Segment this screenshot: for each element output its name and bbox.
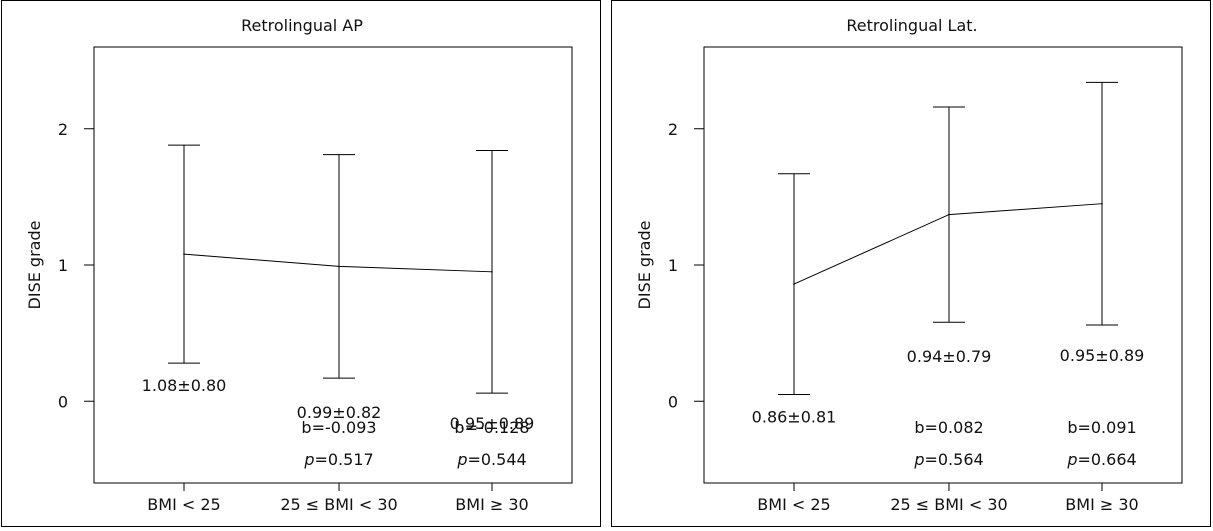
y-axis-label: DISE grade	[25, 221, 44, 310]
b-coefficient-label: b=-0.128	[454, 418, 529, 437]
p-value-label: p=0.664	[1066, 450, 1136, 469]
b-coefficient-label: b=0.091	[1067, 418, 1136, 437]
chart-title: Retrolingual AP	[241, 16, 363, 35]
y-tick-label: 1	[58, 256, 68, 275]
y-tick-label: 0	[668, 392, 678, 411]
x-tick-label: 25 ≤ BMI < 30	[280, 495, 397, 514]
chart-svg: Retrolingual Lat. DISE grade 0 1 2 BMI < 25 25…	[635, 16, 1183, 514]
p-value-label: p=0.517	[303, 450, 373, 469]
chart-svg: Retrolingual AP DISE grade 0 1 2 BMI < 25 25 ≤…	[25, 16, 573, 514]
data-label: 0.99±0.82	[297, 403, 382, 422]
chart-panel-retrolingual-lat: Retrolingual Lat. DISE grade 0 1 2 BMI < 25 25…	[611, 0, 1211, 527]
p-value-label: p=0.564	[913, 450, 983, 469]
p-symbol: p	[456, 450, 467, 469]
b-coefficient-label: b=-0.093	[301, 418, 376, 437]
chart-panel-retrolingual-ap: Retrolingual AP DISE grade 0 1 2 BMI < 25 25 ≤…	[1, 0, 601, 527]
data-label: 0.95±0.89	[1060, 346, 1145, 365]
y-tick-label: 2	[668, 120, 678, 139]
chart-title: Retrolingual Lat.	[846, 16, 977, 35]
series-line	[793, 203, 1103, 285]
data-label: 0.95±0.89	[450, 414, 535, 433]
p-value: =0.544	[467, 450, 526, 469]
p-value-label: p=0.544	[456, 450, 526, 469]
b-coefficient-label: b=0.082	[914, 418, 983, 437]
p-symbol: p	[1066, 450, 1077, 469]
y-tick-label: 2	[58, 120, 68, 139]
p-value: =0.564	[924, 450, 983, 469]
p-symbol: p	[303, 450, 314, 469]
data-label: 0.94±0.79	[907, 347, 992, 366]
p-value: =0.664	[1077, 450, 1136, 469]
data-label: 1.08±0.80	[142, 376, 227, 395]
x-tick-label: BMI ≥ 30	[1065, 495, 1138, 514]
p-symbol: p	[913, 450, 924, 469]
x-tick-label: 25 ≤ BMI < 30	[890, 495, 1007, 514]
y-tick-label: 0	[58, 392, 68, 411]
x-tick-label: BMI ≥ 30	[455, 495, 528, 514]
y-axis-label: DISE grade	[635, 221, 654, 310]
data-label: 0.86±0.81	[752, 407, 837, 426]
series-line	[183, 253, 493, 273]
x-tick-label: BMI < 25	[147, 495, 220, 514]
x-tick-label: BMI < 25	[757, 495, 830, 514]
y-tick-label: 1	[668, 256, 678, 275]
p-value: =0.517	[314, 450, 373, 469]
